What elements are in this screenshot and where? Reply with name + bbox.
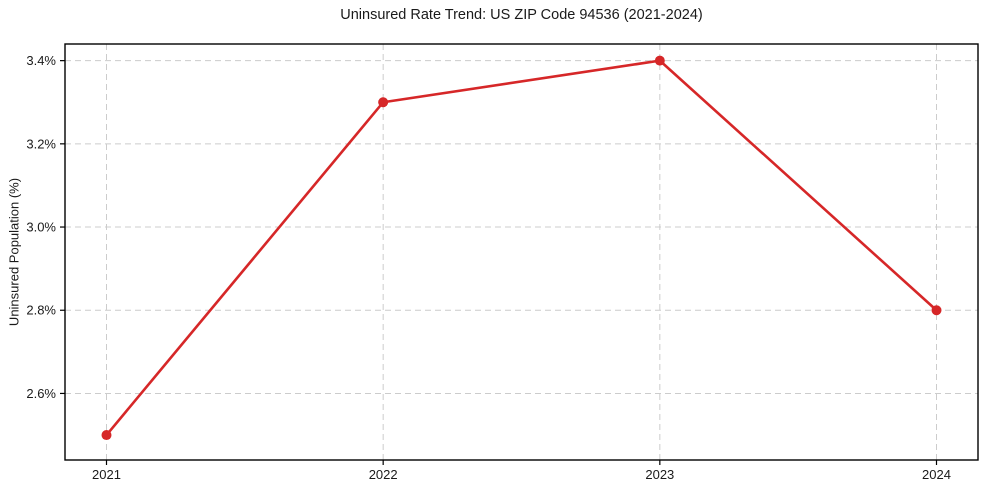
y-tick-label: 3.4% [26,53,56,68]
y-tick-label: 3.2% [26,136,56,151]
x-tick-label: 2023 [645,467,674,482]
data-point-marker [101,430,112,441]
data-point-marker [378,97,389,108]
y-tick-label: 2.6% [26,386,56,401]
chart-title: Uninsured Rate Trend: US ZIP Code 94536 … [340,7,703,23]
y-tick-label: 3.0% [26,220,56,235]
plot-border [64,43,979,461]
data-point-marker [654,55,665,66]
trend-line [105,59,938,436]
data-point-marker [931,305,942,316]
x-tick-label: 2022 [369,467,398,482]
x-tick-label: 2024 [922,467,951,482]
x-tick-label: 2021 [92,467,121,482]
y-tick-label: 2.8% [26,303,56,318]
